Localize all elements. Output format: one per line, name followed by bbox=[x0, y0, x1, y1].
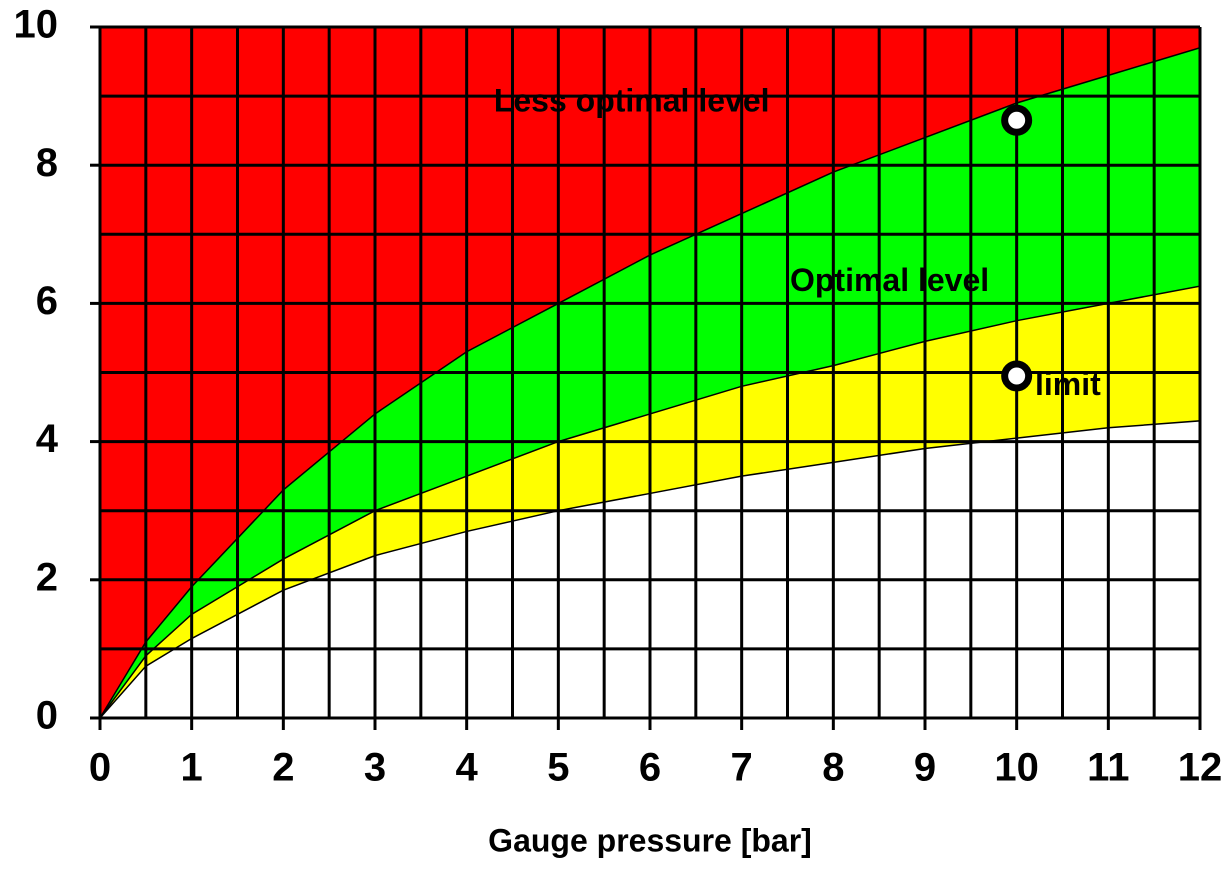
x-tick-label: 10 bbox=[994, 746, 1039, 790]
x-tick-label: 12 bbox=[1178, 746, 1223, 790]
annotation: limit bbox=[1035, 366, 1101, 402]
x-tick-label: 11 bbox=[1087, 746, 1129, 790]
x-tick-label: 0 bbox=[89, 746, 111, 790]
x-tick-label: 7 bbox=[731, 746, 753, 790]
y-tick-label: 2 bbox=[36, 555, 58, 599]
x-tick-label: 4 bbox=[456, 746, 479, 790]
y-tick-label: 8 bbox=[36, 141, 58, 185]
y-tick-label: 4 bbox=[36, 417, 59, 461]
y-tick-label: 10 bbox=[14, 3, 59, 47]
point bbox=[1001, 360, 1033, 392]
y-tick-label: 0 bbox=[36, 694, 58, 738]
x-tick-label: 1 bbox=[181, 746, 203, 790]
point bbox=[1001, 104, 1033, 136]
y-tick-label: 6 bbox=[36, 279, 58, 323]
x-tick-label: 8 bbox=[822, 746, 844, 790]
x-tick-label: 2 bbox=[272, 746, 294, 790]
x-axis-label: Gauge pressure [bar] bbox=[488, 822, 812, 858]
x-tick-label: 6 bbox=[639, 746, 661, 790]
annotation: Optimal level bbox=[790, 262, 989, 298]
x-tick-label: 9 bbox=[914, 746, 936, 790]
x-tick-label: 5 bbox=[547, 746, 569, 790]
x-tick-label: 3 bbox=[364, 746, 386, 790]
annotation: Less optimal level bbox=[494, 82, 770, 118]
